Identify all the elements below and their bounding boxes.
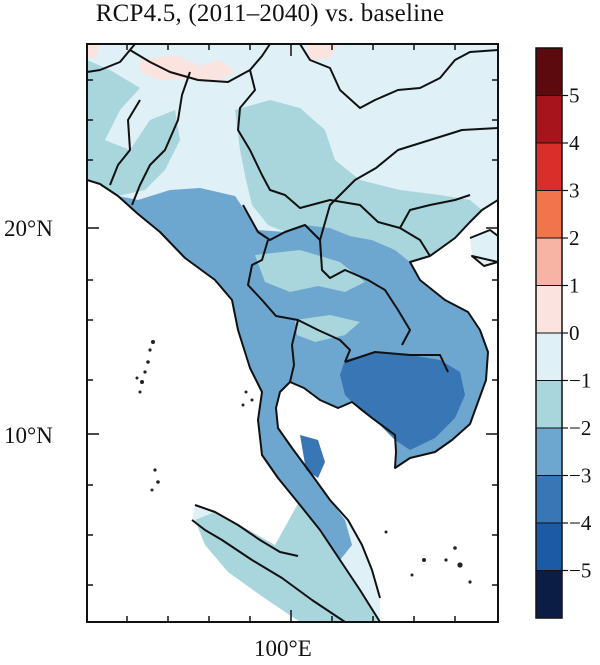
colorbar-bin (535, 570, 563, 619)
map-ticks (87, 44, 498, 622)
map-title: RCP4.5, (2011–2040) vs. baseline (95, 0, 445, 27)
map-panel (87, 44, 498, 622)
lon-label-100e: 100°E (254, 636, 312, 661)
band-0-plus1-b (305, 44, 338, 60)
colorbar-bin (535, 285, 563, 334)
colorbar: 5 4 3 2 1 0 −1 −2 −3 −4 −5 (535, 47, 592, 619)
band-0-plus1-c (87, 44, 100, 58)
band-minus1-minus2-pocket (255, 250, 365, 292)
colorbar-bin (535, 427, 563, 476)
country-borders (87, 44, 498, 622)
map-frame (86, 43, 499, 623)
colorbar-bin (535, 95, 563, 144)
colorbar-bin (535, 522, 563, 571)
lat-label-20n: 20°N (4, 216, 53, 241)
colorbar-tick-label: 3 (569, 179, 580, 203)
colorbar-tick-label: −2 (569, 416, 591, 440)
colorbar-tick-label: −5 (569, 559, 591, 583)
colorbar-tick-label: 0 (569, 321, 580, 345)
band-minus3-minus4 (340, 352, 465, 450)
colorbar-tick-label: −4 (569, 511, 592, 535)
colorbar-tick-label: 5 (569, 84, 580, 108)
colorbar-tick-label: −1 (569, 369, 591, 393)
colorbar-tick-label: 1 (569, 274, 580, 298)
colorbar-tick-label: 2 (569, 226, 580, 250)
colorbar-bin (535, 475, 563, 524)
colorbar-bin (535, 47, 563, 96)
colorbar-bin (535, 190, 563, 239)
band-minus1-minus2-south (195, 500, 378, 622)
band-minus1-minus2-north (235, 100, 482, 262)
colorbar-bin (535, 142, 563, 191)
lat-label-10n: 10°N (4, 423, 53, 448)
island-dots (135, 340, 472, 584)
band-minus1-minus2-west (87, 60, 180, 196)
colorbar-bin (535, 380, 563, 429)
colorbar-tick-label: 4 (569, 131, 580, 155)
colorbar-bin (535, 237, 563, 286)
band-minus1-minus2-pocket-2 (295, 315, 360, 342)
colorbar-bin (535, 332, 563, 381)
colorbar-tick-label: −3 (569, 464, 591, 488)
band-0-plus1-a (140, 55, 235, 82)
